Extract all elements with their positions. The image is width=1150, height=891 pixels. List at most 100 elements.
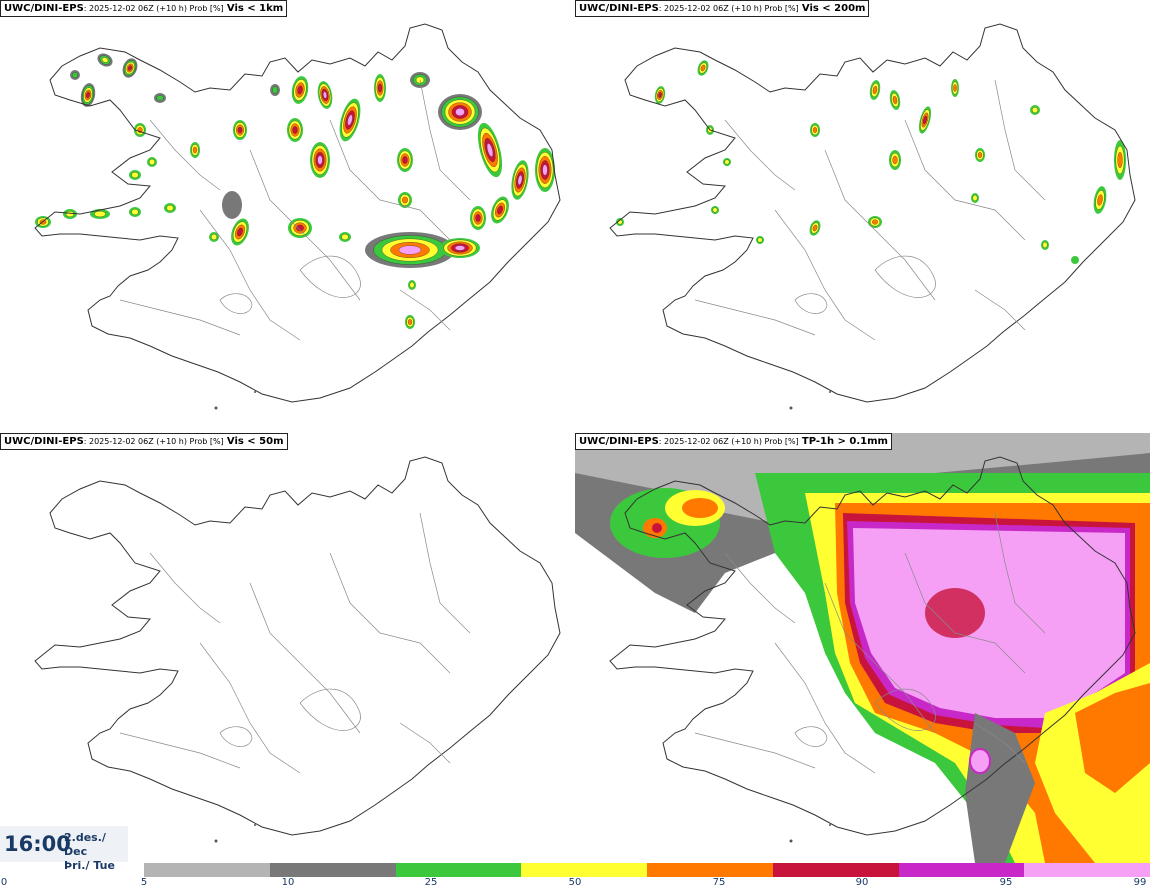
river-or-border bbox=[149, 552, 221, 624]
river-or-border bbox=[824, 149, 936, 301]
probability-area bbox=[397, 148, 413, 172]
probability-area bbox=[339, 232, 351, 242]
colorbar-tick: 25 bbox=[424, 877, 438, 888]
colorbar-segment bbox=[144, 863, 270, 877]
colorbar-segment bbox=[269, 863, 396, 877]
colorbar-segment bbox=[1024, 863, 1150, 877]
river-or-border bbox=[419, 79, 471, 201]
probability-area bbox=[374, 74, 386, 102]
river-or-border bbox=[724, 119, 796, 191]
colorbar-segment bbox=[395, 863, 522, 877]
coastline bbox=[34, 456, 561, 836]
probability-area bbox=[1093, 186, 1107, 214]
river-or-border bbox=[399, 289, 451, 331]
island bbox=[789, 406, 793, 410]
island bbox=[214, 839, 218, 843]
river-or-border bbox=[329, 552, 451, 674]
valid-date: 2.des./ Dec Þri./ Tue bbox=[64, 831, 128, 873]
river-or-border bbox=[299, 255, 361, 298]
river-or-border bbox=[994, 512, 1046, 634]
probability-area bbox=[70, 70, 80, 80]
river-or-border bbox=[199, 642, 301, 774]
colorbar-tick: 10 bbox=[281, 877, 295, 888]
iceland-map bbox=[609, 23, 1136, 410]
probability-area bbox=[1114, 140, 1126, 180]
map-panel-precip: UWC/DINI-EPS: 2025-12-02 06Z (+10 h) Pro… bbox=[575, 433, 1150, 863]
river-or-border bbox=[904, 119, 1026, 241]
probability-area bbox=[682, 498, 718, 518]
colorbar-tick: 99 bbox=[1133, 877, 1147, 888]
island bbox=[254, 824, 256, 826]
probability-area bbox=[535, 148, 555, 192]
panel-title: UWC/DINI-EPS: 2025-12-02 06Z (+10 h) Pro… bbox=[0, 433, 288, 450]
probability-area bbox=[723, 158, 731, 166]
river-or-border bbox=[249, 149, 361, 301]
probability-area bbox=[122, 58, 138, 78]
colorbar-tick: 0 bbox=[0, 877, 8, 888]
probability-area bbox=[438, 94, 482, 130]
river-or-border bbox=[329, 119, 451, 241]
colorbar-tick: 95 bbox=[999, 877, 1013, 888]
colorbar-segment bbox=[898, 863, 1025, 877]
map-panel-vis-1km: UWC/DINI-EPS: 2025-12-02 06Z (+10 h) Pro… bbox=[0, 0, 575, 430]
colorbar-segment bbox=[647, 863, 773, 877]
probability-area bbox=[1071, 256, 1079, 264]
colorbar-segment bbox=[521, 863, 647, 877]
probability-area bbox=[869, 80, 881, 100]
probability-area bbox=[809, 220, 821, 236]
river-or-border bbox=[974, 289, 1026, 331]
island bbox=[829, 824, 831, 826]
colorbar-tick: 5 bbox=[140, 877, 148, 888]
river-or-border bbox=[249, 582, 361, 734]
probability-area bbox=[756, 236, 764, 244]
probability-area bbox=[310, 142, 330, 178]
probability-area bbox=[971, 193, 979, 203]
valid-date-line1: 2.des./ Dec bbox=[64, 831, 106, 858]
probability-area bbox=[511, 160, 529, 200]
probability-area bbox=[951, 79, 959, 97]
island bbox=[789, 839, 793, 843]
map-panel-vis-50m: UWC/DINI-EPS: 2025-12-02 06Z (+10 h) Pro… bbox=[0, 433, 575, 863]
river-or-border bbox=[774, 209, 876, 341]
valid-date-line2: Þri./ Tue bbox=[64, 859, 115, 872]
colorbar-segment bbox=[772, 863, 899, 877]
probability-area bbox=[652, 523, 662, 533]
probability-area bbox=[129, 207, 141, 217]
river-or-border bbox=[119, 299, 241, 336]
probability-area bbox=[969, 748, 991, 774]
probability-area bbox=[339, 98, 361, 142]
probability-area bbox=[287, 118, 303, 142]
iceland-map bbox=[34, 23, 561, 410]
probability-area bbox=[440, 238, 480, 258]
probability-area bbox=[853, 528, 1125, 718]
island bbox=[829, 391, 831, 393]
probability-area bbox=[270, 84, 280, 96]
probability-area bbox=[1030, 105, 1040, 115]
colorbar-tick: 90 bbox=[855, 877, 869, 888]
river-or-border bbox=[219, 726, 253, 747]
river-or-border bbox=[419, 512, 471, 634]
river-or-border bbox=[399, 722, 451, 764]
probability-area bbox=[317, 81, 333, 109]
probability-area bbox=[288, 218, 312, 238]
probability-area bbox=[164, 203, 176, 213]
river-or-border bbox=[119, 732, 241, 769]
river-or-border bbox=[904, 552, 1026, 674]
probability-area bbox=[697, 60, 709, 76]
probability-area bbox=[405, 315, 415, 329]
probability-area bbox=[491, 196, 509, 224]
probability-area bbox=[398, 192, 412, 208]
probability-area bbox=[231, 218, 249, 246]
river-or-border bbox=[219, 293, 253, 314]
probability-area bbox=[711, 206, 719, 214]
river-or-border bbox=[974, 722, 1026, 764]
probability-area bbox=[810, 123, 820, 137]
colorbar-tick: 75 bbox=[712, 877, 726, 888]
probability-area bbox=[470, 206, 486, 230]
river-or-border bbox=[199, 209, 301, 341]
river-or-border bbox=[694, 299, 816, 336]
probability-area bbox=[154, 93, 166, 103]
probability-area bbox=[233, 120, 247, 140]
river-or-border bbox=[794, 293, 828, 314]
coastline bbox=[34, 23, 561, 403]
